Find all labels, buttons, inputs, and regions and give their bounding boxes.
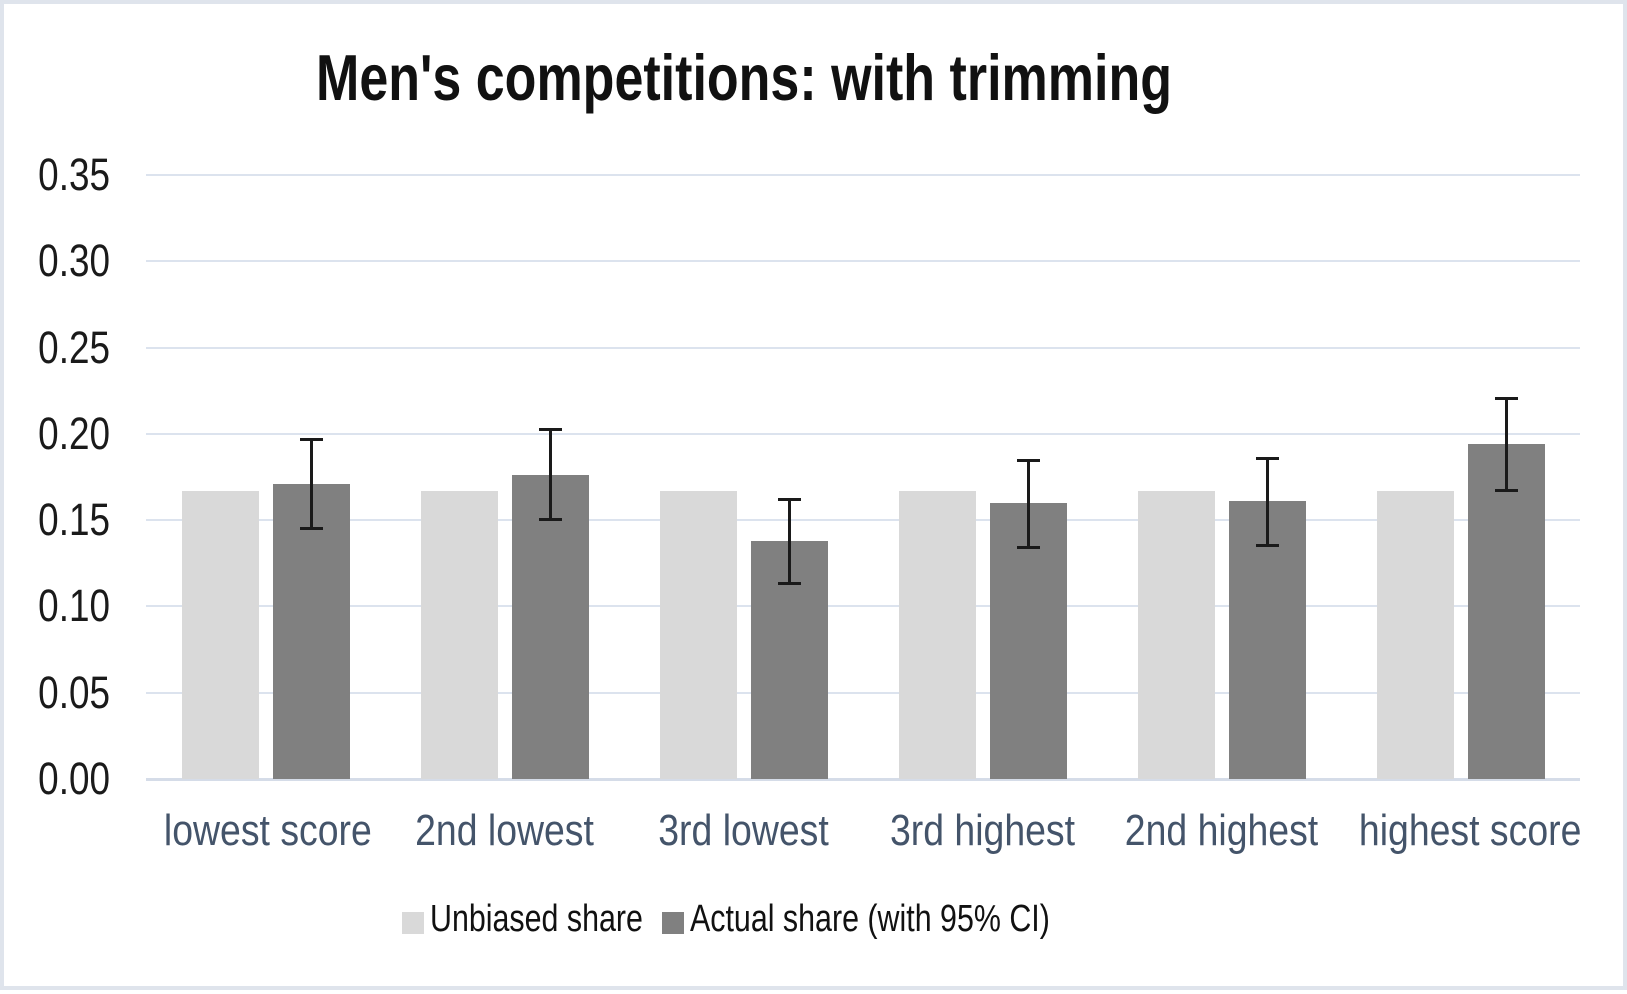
y-tick-label: 0.10 [38,580,110,632]
bar-actual-share [272,483,350,779]
gridline [146,605,1580,608]
bar-actual-share [1467,444,1545,779]
y-tick-label: 0.15 [38,494,110,546]
bar-unbiased-share [1137,490,1215,779]
error-bar [1026,459,1030,548]
error-bar-cap-top [1255,457,1279,461]
error-bar-cap-top [299,438,323,442]
gridline [146,432,1580,435]
error-bar-cap-top [1494,396,1518,400]
error-bar-cap-bottom [777,581,801,585]
x-category-label: 2nd highest [1124,806,1319,855]
error-bar-cap-top [777,498,801,502]
y-tick-label: 0.35 [38,149,110,200]
error-bar-cap-top [1016,458,1040,462]
error-bar [1504,397,1508,491]
y-tick-label: 0.00 [38,753,110,804]
error-bar-cap-bottom [1494,488,1518,492]
x-category-label: 3rd highest [889,806,1076,855]
bar-actual-share [1228,501,1306,779]
error-bar-cap-top [538,427,562,431]
chart-title: Men's competitions: with trimming [316,41,1172,114]
plot-area: 0.00 0.05 0.10 0.15 0.20 0.25 0.30 0.35 lowest s… [4,4,1627,994]
x-category-label: lowest score [163,806,372,855]
error-bar-cap-bottom [299,526,323,530]
bar-unbiased-share [1376,490,1454,779]
bar-actual-share [511,475,589,779]
error-bar [1265,458,1269,547]
error-bar [309,439,313,529]
error-bar [787,499,791,584]
x-axis-line [146,778,1580,781]
gridline [146,691,1580,694]
x-category-label: 3rd lowest [658,806,829,855]
x-category-label: 2nd lowest [415,806,594,855]
y-tick-label: 0.20 [38,407,110,459]
legend-swatch [662,912,684,934]
x-category-label: highest score [1358,806,1582,855]
error-bar [548,428,552,521]
bar-unbiased-share [659,490,737,779]
gridline [146,174,1580,176]
gridline [146,346,1580,349]
legend-item-label: Actual share (with 95% CI) [690,898,1050,940]
bar-unbiased-share [898,490,976,779]
bar-unbiased-share [181,490,259,779]
legend-item-label: Unbiased share [430,898,643,940]
y-tick-label: 0.30 [38,235,110,287]
y-tick-label: 0.25 [38,321,110,373]
error-bar-cap-bottom [1255,544,1279,548]
bar-unbiased-share [420,490,498,779]
bar-actual-share [989,502,1067,779]
error-bar-cap-bottom [1016,545,1040,549]
legend-swatch [402,912,424,934]
gridline [146,260,1580,263]
y-tick-label: 0.05 [38,666,110,718]
gridline [146,519,1580,522]
error-bar-cap-bottom [538,518,562,522]
